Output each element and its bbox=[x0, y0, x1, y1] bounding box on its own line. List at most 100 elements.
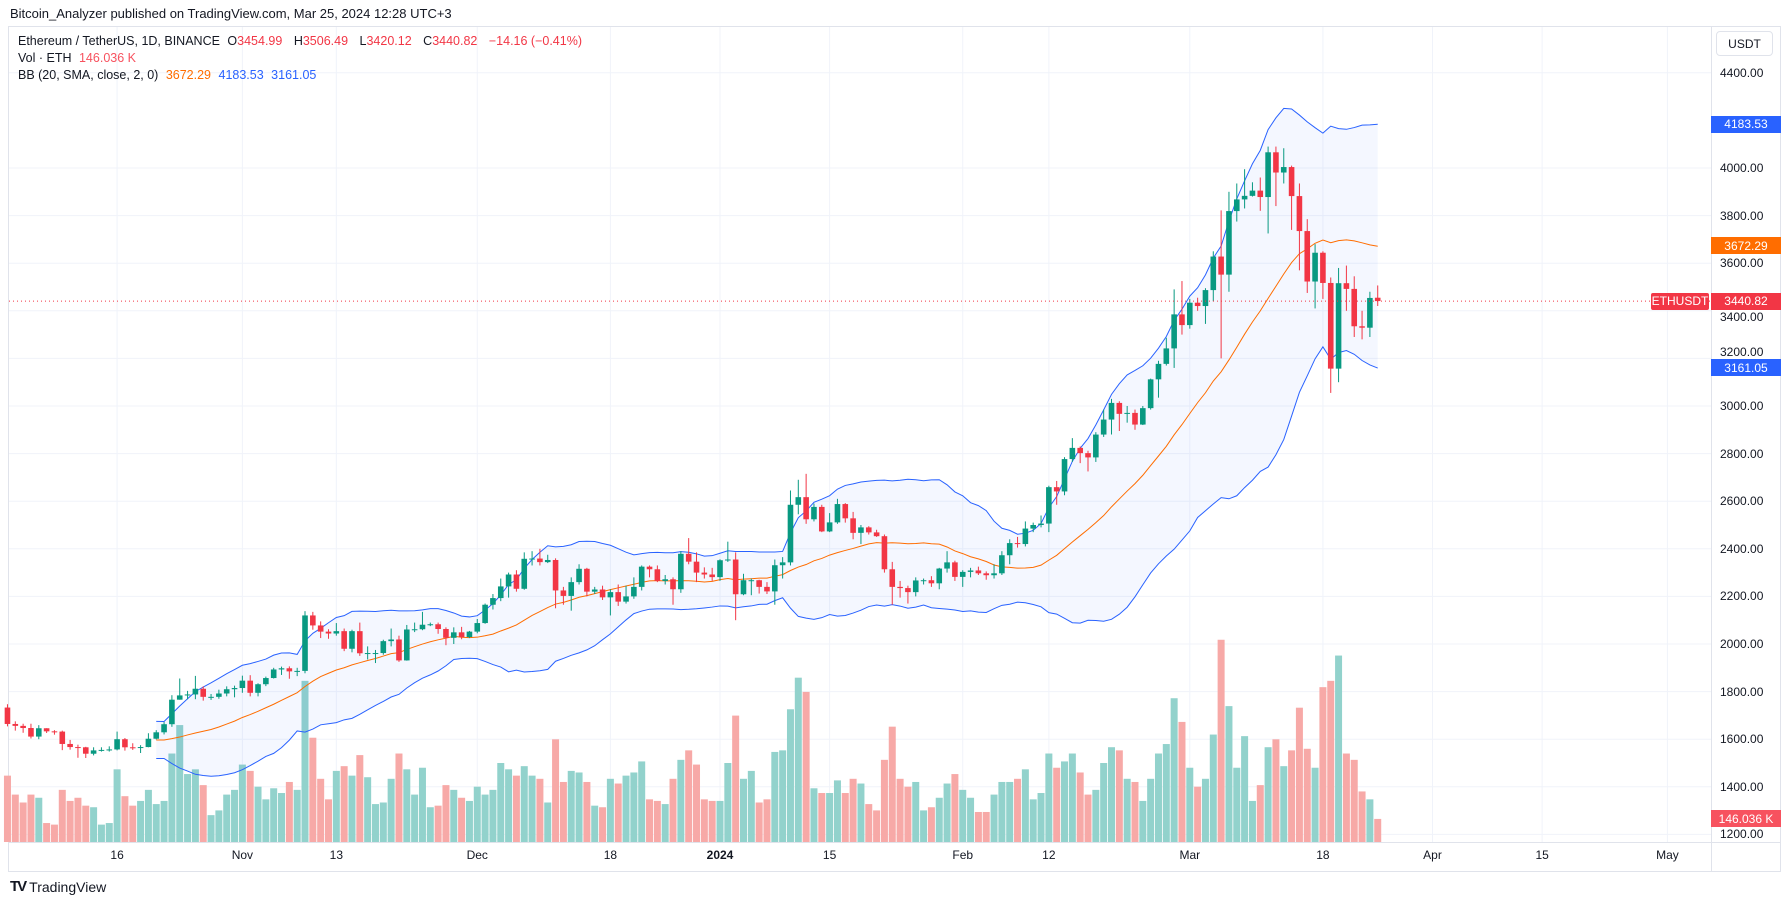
volume-bar bbox=[418, 767, 426, 842]
candle-body bbox=[513, 574, 520, 589]
volume-bar bbox=[849, 778, 857, 842]
candle-body bbox=[129, 747, 136, 749]
candle-body bbox=[12, 723, 19, 726]
time-tick: May bbox=[1656, 848, 1679, 862]
volume-bar bbox=[669, 778, 677, 842]
candle bbox=[1210, 251, 1217, 302]
candle bbox=[1273, 146, 1279, 207]
candle bbox=[20, 723, 26, 733]
volume-bar bbox=[199, 785, 207, 842]
candle bbox=[646, 565, 653, 578]
volume-bar bbox=[622, 775, 630, 842]
volume-bar bbox=[1061, 761, 1069, 842]
candle bbox=[458, 626, 465, 640]
volume-bar bbox=[896, 778, 904, 842]
candle-body bbox=[1296, 196, 1303, 232]
candle bbox=[443, 627, 449, 646]
candle-body bbox=[591, 589, 598, 592]
candle bbox=[90, 747, 97, 756]
volume-bar bbox=[739, 778, 747, 842]
volume-bar bbox=[1084, 794, 1092, 842]
volume-bar bbox=[301, 680, 309, 842]
legend-symbol[interactable]: Ethereum / TetherUS, 1D, BINANCE bbox=[18, 34, 220, 48]
candle-body bbox=[615, 592, 622, 602]
volume-bar bbox=[653, 800, 661, 842]
candle bbox=[239, 675, 246, 693]
tradingview-logo[interactable]: TV TradingView bbox=[10, 878, 107, 895]
volume-bar bbox=[1264, 747, 1272, 842]
candle bbox=[1061, 457, 1068, 496]
candle-body bbox=[1187, 302, 1193, 326]
chart-frame bbox=[8, 26, 1781, 872]
volume-bar bbox=[293, 789, 301, 842]
volume-bar bbox=[364, 777, 372, 842]
candle-body bbox=[223, 689, 230, 694]
volume-bar bbox=[818, 793, 826, 842]
candle bbox=[372, 649, 379, 664]
volume-bar bbox=[959, 789, 967, 842]
candle bbox=[787, 490, 794, 566]
candle-body bbox=[216, 693, 222, 697]
candle bbox=[1218, 210, 1224, 359]
bb-lower-line bbox=[156, 345, 1378, 777]
candle bbox=[1179, 281, 1185, 335]
candle bbox=[1296, 183, 1303, 271]
volume-bar bbox=[927, 807, 935, 842]
candle bbox=[811, 503, 817, 522]
candle-body bbox=[1304, 231, 1311, 282]
candle bbox=[411, 622, 418, 633]
legend-volume[interactable]: Vol · ETH 146.036 K bbox=[18, 51, 136, 65]
volume-bar bbox=[246, 770, 254, 842]
volume-bar bbox=[865, 804, 873, 842]
candle-body bbox=[1116, 402, 1123, 414]
volume-bar bbox=[810, 788, 818, 842]
candle-body bbox=[122, 739, 128, 748]
candle-body bbox=[709, 574, 715, 578]
candle-body bbox=[1273, 152, 1279, 173]
volume-bar bbox=[771, 751, 779, 842]
legend-bb[interactable]: BB (20, SMA, close, 2, 0) 3672.29 4183.5… bbox=[18, 68, 317, 82]
publish-attribution: Bitcoin_Analyzer published on TradingVie… bbox=[10, 6, 452, 21]
candle-body bbox=[1280, 167, 1287, 173]
volume-bar bbox=[747, 770, 755, 842]
candle-body bbox=[967, 570, 974, 572]
candle bbox=[1046, 485, 1052, 533]
price-tick: 3000.00 bbox=[1720, 399, 1764, 413]
candle bbox=[1030, 522, 1036, 533]
currency-button[interactable]: USDT bbox=[1716, 31, 1773, 56]
volume-bar bbox=[3, 775, 11, 842]
volume-bar bbox=[700, 799, 708, 842]
candle-body bbox=[1320, 252, 1326, 283]
volume-bar bbox=[395, 753, 403, 842]
volume-bar bbox=[317, 778, 325, 842]
candle-body bbox=[263, 678, 269, 685]
volume-bar bbox=[1037, 793, 1045, 842]
candle bbox=[1132, 409, 1138, 430]
candle bbox=[388, 628, 394, 647]
volume-bar bbox=[137, 800, 145, 842]
candle-body bbox=[654, 569, 661, 581]
bb-basis-tag: 3672.29 bbox=[1711, 237, 1781, 255]
volume-bar bbox=[1295, 707, 1303, 842]
candle-body bbox=[584, 568, 590, 592]
volume-bar bbox=[904, 786, 912, 842]
candle bbox=[631, 577, 637, 599]
volume-bar bbox=[497, 763, 505, 842]
candle bbox=[1093, 432, 1099, 462]
volume-bar bbox=[43, 823, 51, 842]
volume-bar bbox=[614, 783, 622, 842]
candle bbox=[278, 666, 285, 675]
candle bbox=[1085, 450, 1091, 472]
candle-body bbox=[912, 580, 919, 593]
price-tick: 3800.00 bbox=[1720, 208, 1764, 223]
candle-body bbox=[1053, 487, 1060, 492]
candle bbox=[200, 686, 207, 701]
candle-body bbox=[1179, 314, 1185, 326]
candle bbox=[4, 704, 11, 727]
volume-bar bbox=[599, 807, 607, 842]
volume-bar bbox=[481, 794, 489, 842]
candle bbox=[1187, 298, 1193, 329]
candle bbox=[1304, 219, 1311, 293]
candle bbox=[67, 739, 73, 750]
